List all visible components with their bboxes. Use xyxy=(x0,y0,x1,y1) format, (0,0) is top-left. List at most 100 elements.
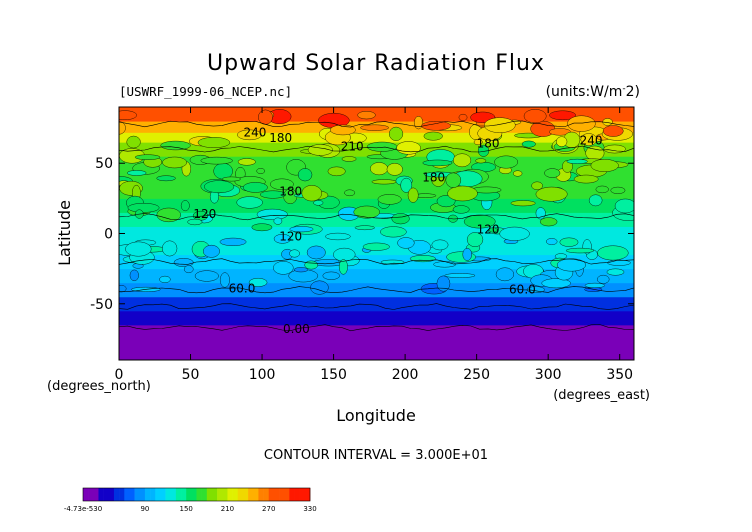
flux-blob xyxy=(126,135,141,149)
flux-blob xyxy=(289,226,314,233)
flux-band xyxy=(119,132,634,143)
colorbar-segment xyxy=(129,488,135,501)
colorbar-tick-label: -4.73e-530 xyxy=(64,505,102,513)
colorbar-tick-label: 150 xyxy=(179,505,192,513)
colorbar-segment xyxy=(108,488,115,501)
flux-blob xyxy=(289,249,300,258)
x-tick-label: 350 xyxy=(606,367,633,383)
flux-blob xyxy=(588,194,603,207)
flux-blob xyxy=(173,258,194,267)
flux-blob xyxy=(397,237,415,249)
flux-blob xyxy=(237,129,262,141)
flux-band xyxy=(119,338,634,360)
chart-subtitle-right: (units:W/m-2) xyxy=(546,84,640,100)
flux-blob xyxy=(273,217,283,225)
flux-blob xyxy=(260,190,286,199)
colorbar-segment xyxy=(181,488,187,501)
flux-blob xyxy=(127,203,160,213)
flux-blob xyxy=(156,175,176,182)
flux-blob xyxy=(256,208,288,220)
flux-blob xyxy=(477,144,490,157)
colorbar-segment xyxy=(258,488,264,501)
colorbar-segment xyxy=(201,488,208,501)
flux-blob xyxy=(565,247,595,254)
flux-blob xyxy=(322,271,340,280)
chart-subtitle-left: [USWRF_1999-06_NCEP.nc] xyxy=(119,84,292,99)
contour-line xyxy=(119,286,634,294)
flux-blob xyxy=(473,139,483,146)
flux-blob xyxy=(344,189,356,197)
flux-blob xyxy=(353,205,380,219)
flux-blob xyxy=(436,275,451,292)
flux-blob xyxy=(590,159,619,172)
flux-blob xyxy=(338,259,348,275)
flux-blob xyxy=(327,166,346,177)
flux-blob xyxy=(203,244,220,258)
colorbar-segment xyxy=(299,488,306,501)
contour-line xyxy=(119,303,634,310)
flux-blob xyxy=(566,158,588,164)
flux-blob xyxy=(573,174,599,184)
flux-blob xyxy=(614,198,634,214)
flux-blob xyxy=(184,265,194,274)
flux-blob xyxy=(377,194,402,205)
flux-band xyxy=(119,254,634,270)
colorbar-segment xyxy=(88,488,94,501)
flux-blob xyxy=(510,200,536,207)
x-tick-label: 150 xyxy=(320,367,347,383)
flux-blob xyxy=(354,225,375,231)
contour-line xyxy=(119,213,634,221)
flux-blob xyxy=(370,162,389,176)
colorbar-segment xyxy=(93,488,99,501)
flux-blob xyxy=(567,115,596,132)
flux-blob xyxy=(541,278,571,289)
flux-blob xyxy=(273,261,294,275)
flux-blob xyxy=(431,239,449,251)
contour-line xyxy=(119,324,634,332)
colorbar-segment xyxy=(273,488,280,501)
flux-blob xyxy=(531,181,543,190)
flux-blob xyxy=(475,158,487,164)
flux-blob xyxy=(606,268,625,276)
flux-band xyxy=(119,310,634,326)
flux-blob xyxy=(466,232,484,247)
flux-blob xyxy=(597,274,610,284)
flux-blob xyxy=(458,113,468,121)
flux-blob xyxy=(129,269,139,282)
flux-blob xyxy=(453,153,472,168)
flux-blob xyxy=(610,186,626,194)
colorbar-segment xyxy=(134,488,141,501)
flux-blob xyxy=(421,121,451,131)
flux-blob xyxy=(499,226,530,241)
flux-blob xyxy=(221,176,241,182)
contour-label: 120 xyxy=(279,229,302,243)
flux-blob xyxy=(484,117,516,133)
flux-band xyxy=(119,282,634,298)
contour-label: 120 xyxy=(193,207,216,221)
colorbar-segment xyxy=(304,488,311,501)
contour-label: 180 xyxy=(279,184,302,198)
flux-blob xyxy=(396,141,421,155)
flux-blob xyxy=(544,168,561,178)
flux-blob xyxy=(273,233,292,244)
x-tick-label: 100 xyxy=(249,367,276,383)
flux-blob xyxy=(462,248,472,261)
colorbar-segment xyxy=(211,488,218,501)
flux-blob xyxy=(597,245,629,261)
flux-blob xyxy=(539,217,558,227)
colorbar-segment xyxy=(227,488,233,501)
flux-blob xyxy=(521,140,536,148)
colorbar-segment xyxy=(289,488,295,501)
flux-blob xyxy=(330,124,356,136)
contour-label: 0.00 xyxy=(283,322,310,336)
flux-blob xyxy=(495,267,514,282)
colorbar-segment xyxy=(83,488,89,501)
flux-band xyxy=(119,296,634,312)
flux-band xyxy=(119,226,634,242)
y-tick-label: 0 xyxy=(104,227,113,243)
contour-line xyxy=(119,258,634,265)
colorbar-tick-label: 210 xyxy=(221,505,234,513)
flux-blob xyxy=(423,131,443,141)
flux-blob xyxy=(119,285,127,293)
colorbar-segment xyxy=(139,488,146,501)
